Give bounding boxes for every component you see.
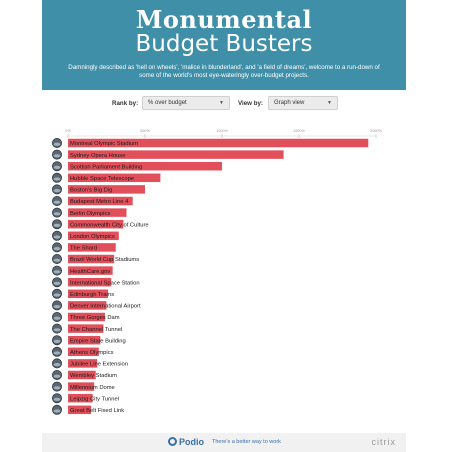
- rank-label: Rank by:: [112, 100, 139, 107]
- project-thumbnail-detail: [53, 363, 61, 367]
- project-thumbnail-detail: [53, 351, 61, 355]
- bar: [68, 347, 99, 357]
- x-tick-label: 1000%: [216, 129, 228, 133]
- bar-label: Three Gorges Dam: [70, 315, 120, 321]
- bar-label: Boston's Big Dig: [70, 188, 112, 194]
- project-thumbnail-detail: [53, 247, 61, 251]
- bar-label: Jubilee Line Extension: [70, 362, 128, 368]
- x-tick-label: 1500%: [293, 129, 305, 133]
- bar-label: Denver International Airport: [70, 304, 141, 310]
- project-thumbnail-detail: [53, 328, 61, 332]
- project-thumbnail-detail: [53, 142, 61, 146]
- bar-label: Edinburgh Trams: [70, 292, 114, 298]
- project-thumbnail-detail: [53, 374, 61, 378]
- bar-label: Montreal Olympic Stadium: [70, 141, 138, 147]
- project-thumbnail-detail: [53, 339, 61, 343]
- bar-label: Sydney Opera House: [70, 153, 125, 159]
- bar-label: Budapest Metro Line 4: [70, 199, 129, 205]
- bar: [68, 335, 101, 345]
- bar-label: Leipzig City Tunnel: [70, 396, 119, 402]
- bar-label: Hubble Space Telescope: [70, 176, 134, 182]
- bar: [68, 173, 161, 183]
- bar: [68, 231, 119, 241]
- bar: [68, 138, 369, 148]
- bar-label: London Olympics: [70, 234, 115, 240]
- view-label: View by:: [238, 100, 263, 107]
- chevron-down-icon: ▼: [219, 100, 224, 106]
- header-banner: Monumental Budget Busters Damningly desc…: [42, 0, 406, 90]
- footer: Podio There's a better way to work citri…: [42, 433, 406, 452]
- project-thumbnail-detail: [53, 177, 61, 181]
- project-thumbnail-detail: [53, 316, 61, 320]
- podio-brand-text: Podio: [179, 437, 204, 447]
- title-line-2: Budget Busters: [135, 31, 313, 57]
- bar: [68, 185, 145, 194]
- rank-select-value: % over budget: [148, 100, 187, 106]
- bar: [68, 266, 113, 275]
- project-thumbnail-detail: [53, 165, 61, 169]
- bar: [68, 382, 95, 391]
- bar: [68, 301, 107, 310]
- bar-label: HealthCare.gov: [70, 269, 110, 275]
- bar: [68, 208, 127, 217]
- bar: [68, 312, 105, 322]
- bar-label: Brazil World Cup Stadiums: [70, 257, 139, 263]
- bar-label: International Space Station: [70, 280, 140, 286]
- project-thumbnail-detail: [53, 258, 61, 262]
- project-thumbnail-detail: [53, 235, 61, 239]
- podio-logo[interactable]: Podio: [168, 437, 204, 447]
- bar-label: Wembley Stadium: [70, 373, 117, 379]
- bar-label: Commonwealth City of Culture: [70, 222, 149, 228]
- bar: [68, 277, 112, 287]
- bar: [68, 219, 124, 229]
- bar: [68, 405, 92, 415]
- bar: [68, 359, 98, 368]
- title-line-1: Monumental: [135, 5, 313, 34]
- bar-label: Scottish Parliament Building: [70, 164, 142, 170]
- footer-tagline: There's a better way to work: [212, 439, 281, 445]
- bar: [68, 161, 222, 171]
- project-thumbnail-detail: [53, 270, 61, 274]
- view-select-value: Graph view: [274, 100, 305, 106]
- project-thumbnail-detail: [53, 397, 61, 401]
- bar-label: Athens Olympics: [70, 350, 114, 356]
- x-tick-label: 0%: [65, 129, 71, 133]
- bar: [68, 196, 133, 206]
- project-thumbnail-detail: [53, 223, 61, 227]
- bar: [68, 150, 284, 159]
- controls-bar: Rank by: % over budget ▼ View by: Graph …: [42, 96, 406, 114]
- project-thumbnail-detail: [53, 154, 61, 158]
- chevron-down-icon: ▼: [327, 100, 332, 106]
- project-thumbnail-detail: [53, 212, 61, 216]
- project-thumbnail-detail: [53, 293, 61, 297]
- infographic-page: Monumental Budget Busters Damningly desc…: [42, 0, 406, 452]
- view-select[interactable]: Graph view ▼: [268, 96, 338, 110]
- bar: [68, 243, 116, 252]
- rank-select[interactable]: % over budget ▼: [142, 96, 230, 110]
- podio-logo-icon: [168, 437, 177, 446]
- x-tick-label: 500%: [140, 129, 150, 133]
- project-thumbnail-detail: [53, 409, 61, 413]
- bar: [68, 289, 109, 299]
- project-thumbnail-detail: [53, 189, 61, 193]
- x-tick-label: 2000%: [370, 129, 382, 133]
- citrix-logo[interactable]: citrix: [371, 437, 396, 447]
- bar-chart-svg: 0% 500% 1000% 1500% 2000% Montreal Olympic St…: [51, 129, 383, 415]
- bar: [68, 254, 115, 264]
- bar-label: Great Belt Fixed Link: [70, 408, 124, 414]
- bar-label: Berlin Olympics: [70, 211, 110, 217]
- bar: [68, 324, 104, 333]
- project-thumbnail-detail: [53, 305, 61, 309]
- bar-label: Empire State Building: [70, 338, 126, 344]
- project-thumbnail-detail: [53, 200, 61, 204]
- project-thumbnail-detail: [53, 281, 61, 285]
- bar: [68, 370, 96, 380]
- project-thumbnail-detail: [53, 386, 61, 390]
- bar-label: The Shard: [70, 246, 97, 252]
- bar-chart: 0% 500% 1000% 1500% 2000% Montreal Olympic St…: [42, 124, 406, 424]
- bar-label: Millennium Dome: [70, 385, 115, 391]
- bar-label: The Channel Tunnel: [70, 327, 122, 333]
- bar: [68, 393, 93, 403]
- intro-text: Damningly described as 'hell on wheels',…: [68, 64, 380, 79]
